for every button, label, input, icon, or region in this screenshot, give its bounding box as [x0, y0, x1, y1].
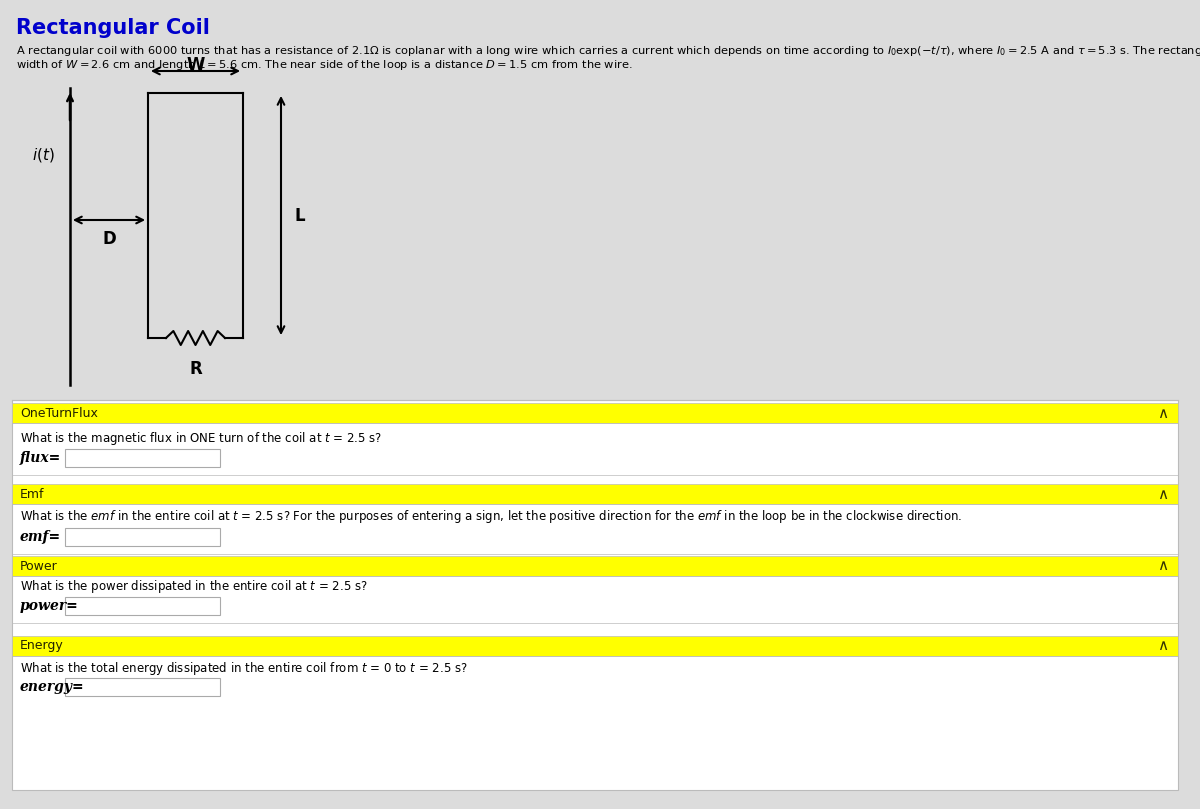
Text: power=: power=	[20, 599, 79, 613]
Bar	[12, 556, 1178, 576]
Bar	[65, 597, 220, 615]
Bar	[65, 449, 220, 467]
Text: Energy: Energy	[20, 639, 64, 653]
Text: ∧: ∧	[1157, 405, 1168, 421]
Text: ∧: ∧	[1157, 638, 1168, 654]
Bar	[12, 484, 1178, 504]
Bar	[65, 678, 220, 696]
Bar	[12, 403, 1178, 423]
Bar	[65, 528, 220, 546]
Text: flux=: flux=	[20, 451, 61, 465]
Text: ∧: ∧	[1157, 486, 1168, 502]
Text: What is the total energy dissipated in the entire coil from $\it{t}$ = 0 to $\it: What is the total energy dissipated in t…	[20, 660, 468, 677]
Bar	[12, 636, 1178, 656]
Text: energy=: energy=	[20, 680, 85, 694]
Text: A rectangular coil with 6000 turns that has a resistance of 2.1$\Omega$ is copla: A rectangular coil with 6000 turns that …	[16, 44, 1200, 58]
Text: emf=: emf=	[20, 530, 61, 544]
Text: Emf: Emf	[20, 488, 44, 501]
Text: What is the power dissipated in the entire coil at $\it{t}$ = 2.5 s?: What is the power dissipated in the enti…	[20, 578, 368, 595]
Text: W: W	[186, 56, 205, 74]
Text: width of $W = 2.6$ cm and length $L = 5.6$ cm. The near side of the loop is a di: width of $W = 2.6$ cm and length $L = 5.…	[16, 58, 632, 72]
Text: L: L	[295, 206, 306, 225]
Text: R: R	[190, 360, 202, 378]
Text: Rectangular Coil: Rectangular Coil	[16, 18, 210, 38]
Text: D: D	[102, 230, 116, 248]
Text: What is the $\bf{\it{emf}}$ in the entire coil at $\it{t}$ = 2.5 s? For the purp: What is the $\bf{\it{emf}}$ in the entir…	[20, 508, 962, 525]
Text: $i(t)$: $i(t)$	[32, 146, 55, 164]
Text: What is the magnetic flux in ONE turn of the coil at $\it{t}$ = 2.5 s?: What is the magnetic flux in ONE turn of…	[20, 430, 383, 447]
Text: Power: Power	[20, 560, 58, 573]
Bar	[12, 400, 1178, 790]
Text: OneTurnFlux: OneTurnFlux	[20, 406, 98, 420]
Text: ∧: ∧	[1157, 558, 1168, 574]
